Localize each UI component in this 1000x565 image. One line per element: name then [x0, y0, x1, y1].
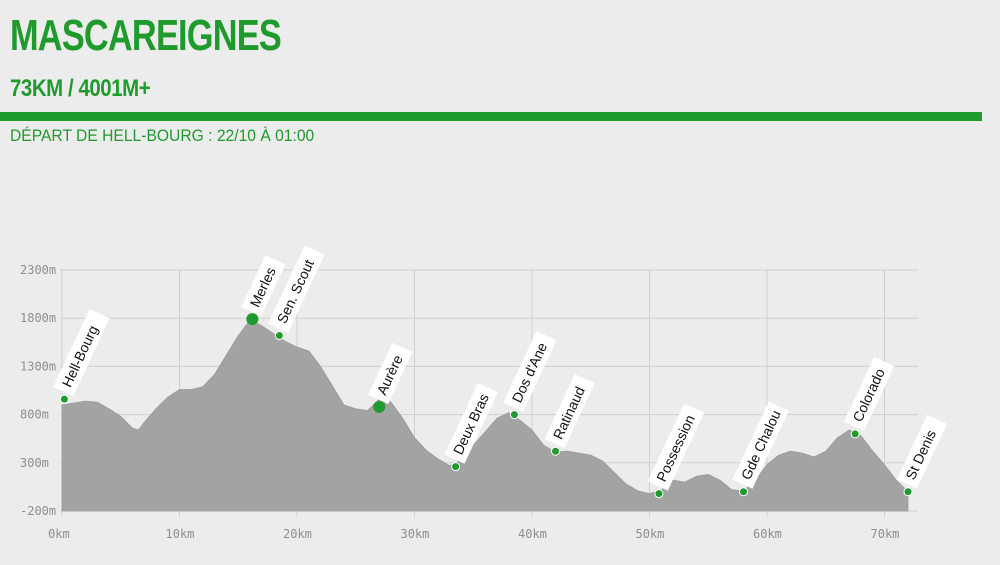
waypoint-label: Aurère: [368, 342, 413, 404]
waypoint-marker: [509, 410, 519, 420]
waypoint-label-bg: [732, 401, 789, 489]
elevation-area: [61, 319, 909, 512]
header-divider: [0, 112, 982, 121]
waypoint-label-bg: [503, 330, 557, 412]
waypoint-label-bg: [844, 356, 895, 431]
y-tick-label: 2300m: [20, 263, 56, 277]
waypoint-marker: [274, 331, 284, 341]
x-tick-label: 50km: [636, 527, 665, 541]
waypoint-marker: [903, 487, 913, 497]
x-tick-label: 60km: [753, 527, 782, 541]
y-tick-label: 300m: [20, 456, 49, 470]
axis-layer: 2300m 1800m 1300m 800m 300m -200m 0km 10km 20km 3…: [20, 263, 899, 541]
waypoint-marker: [246, 313, 259, 326]
area-layer: [61, 319, 909, 512]
waypoint-label: St Denis: [896, 414, 948, 489]
x-tick-label: 20km: [283, 527, 312, 541]
waypoint-label-bg: [544, 374, 595, 449]
waypoint-label-bg: [53, 309, 110, 397]
waypoint-marker: [551, 446, 560, 456]
waypoint-marker: [739, 487, 748, 497]
waypoint-label: Sen. Scout: [268, 245, 325, 333]
waypoint-label: Ratinaud: [544, 374, 595, 449]
waypoint-label-bg: [241, 255, 286, 317]
x-tick-label: 10km: [166, 527, 195, 541]
waypoint-label: Dos d'Ane: [503, 330, 557, 412]
waypoint-label-bg: [647, 403, 705, 491]
waypoint-label-bg: [268, 245, 325, 333]
waypoint-label: Colorado: [844, 356, 895, 431]
waypoint-label-bg: [444, 383, 498, 464]
waypoint-label-bg: [896, 414, 948, 489]
y-tick-label: 1800m: [20, 311, 56, 325]
x-tick-label: 30km: [401, 527, 430, 541]
start-info: DÉPART DE HELL-BOURG : 22/10 À 01:00: [10, 126, 315, 145]
waypoint-marker: [373, 400, 386, 413]
waypoint-marker: [850, 429, 860, 439]
x-tick-label: 70km: [871, 527, 900, 541]
race-stats: 73KM / 4001M+: [10, 75, 151, 102]
race-title: MASCAREIGNES: [10, 11, 282, 60]
waypoint-marker: [59, 394, 69, 404]
waypoint-marker: [654, 489, 664, 499]
y-tick-label: 1300m: [20, 359, 56, 373]
x-tick-label: 40km: [518, 527, 547, 541]
waypoint-marker: [451, 462, 461, 472]
x-tick-label: 0km: [48, 527, 70, 541]
y-tick-label: 800m: [20, 408, 49, 422]
waypoint-label-bg: [368, 342, 413, 404]
y-tick-label: -200m: [20, 504, 56, 518]
